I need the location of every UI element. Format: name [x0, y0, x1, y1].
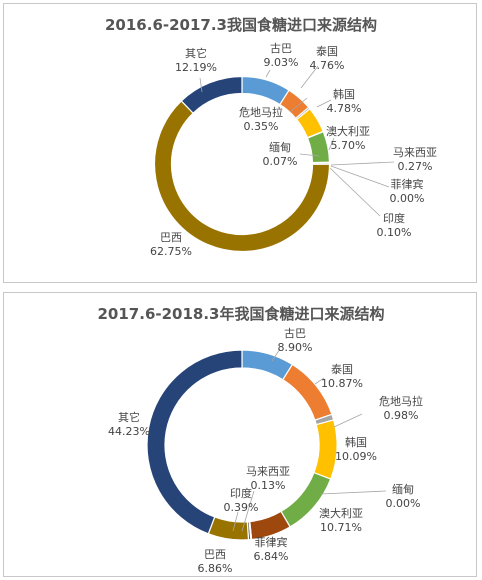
- slice-name-label: 危地马拉: [379, 394, 423, 408]
- donut-slice: [153, 100, 331, 253]
- donut-slices: [153, 75, 331, 253]
- slice-percent-label: 5.70%: [331, 139, 366, 152]
- slice-percent-label: 10.71%: [320, 521, 362, 534]
- leader-line: [241, 490, 255, 532]
- slice-percent-label: 4.78%: [327, 102, 362, 115]
- slice-percent-label: 62.75%: [150, 245, 192, 258]
- slice-percent-label: 0.07%: [263, 155, 298, 168]
- leader-line: [333, 413, 363, 428]
- slice-percent-label: 0.00%: [390, 192, 425, 205]
- slice-name-label: 古巴: [284, 327, 306, 340]
- slice-name-label: 澳大利亚: [326, 124, 370, 138]
- slice-name-label: 马来西亚: [393, 146, 437, 159]
- leader-line: [328, 137, 335, 151]
- donut-slices: [146, 349, 338, 541]
- slice-percent-label: 12.19%: [175, 61, 217, 74]
- slice-percent-label: 10.09%: [335, 450, 377, 463]
- donut-slice: [180, 75, 243, 115]
- slice-name-label: 其它: [118, 410, 140, 424]
- slice-percent-label: 0.39%: [224, 501, 259, 514]
- slice-name-label: 古巴: [270, 42, 292, 55]
- slice-name-label: 缅甸: [269, 140, 291, 154]
- chart-title: 2016.6-2017.3我国食糖进口来源结构: [105, 16, 377, 34]
- slice-percent-label: 0.98%: [384, 409, 419, 422]
- slice-percent-label: 0.35%: [244, 120, 279, 133]
- slice-percent-label: 0.27%: [398, 160, 433, 173]
- donut-chart-2017: 2017.6-2018.3年我国食糖进口来源结构 古巴8.90% 泰国10.87%…: [98, 305, 424, 575]
- slice-name-label: 澳大利亚: [319, 506, 363, 520]
- chart-panel-2017: 2017.6-2018.3年我国食糖进口来源结构 古巴 8.90% 泰国 10.87%…: [3, 292, 477, 577]
- slice-name-label: 马来西亚: [246, 465, 290, 478]
- leader-line: [265, 69, 271, 78]
- donut-slice: [146, 349, 243, 535]
- donut-slice: [282, 363, 333, 421]
- slice-name-label: 印度: [230, 486, 252, 500]
- slice-percent-label: 6.84%: [254, 550, 289, 563]
- slice-name-label: 巴西: [160, 231, 182, 244]
- leader-line: [329, 167, 381, 217]
- slice-percent-label: 6.86%: [198, 562, 233, 575]
- slice-name-label: 巴西: [204, 548, 226, 561]
- leader-line: [271, 348, 281, 362]
- slice-name-label: 其它: [185, 46, 207, 60]
- slice-percent-label: 8.90%: [278, 341, 313, 354]
- leader-line: [289, 97, 308, 113]
- donut-chart-2016: 2016.6-2017.3我国食糖进口来源结构 古巴9.03% 泰国4.76% 危地…: [105, 16, 437, 258]
- leader-line: [320, 490, 387, 495]
- slice-name-label: 泰国: [331, 362, 353, 376]
- slice-percent-label: 44.23%: [108, 425, 150, 438]
- slice-percent-label: 4.76%: [310, 59, 345, 72]
- donut-slice: [241, 349, 294, 381]
- chart-panel-2016: 2016.6-2017.3我国食糖进口来源结构 古巴 9.03% 泰国 4.76% 危地…: [3, 3, 477, 283]
- slice-percent-label: 0.10%: [377, 226, 412, 239]
- slice-name-label: 印度: [383, 211, 405, 225]
- slice-name-label: 菲律宾: [255, 535, 288, 549]
- slice-percent-label: 10.87%: [321, 377, 363, 390]
- slice-name-label: 泰国: [316, 44, 338, 58]
- slice-percent-label: 9.03%: [264, 56, 299, 69]
- slice-percent-label: 0.13%: [251, 479, 286, 492]
- slice-percent-label: 0.00%: [386, 497, 421, 510]
- leader-line: [330, 161, 395, 166]
- slice-name-label: 韩国: [333, 87, 355, 101]
- leader-line: [316, 99, 332, 108]
- leader-line: [300, 65, 319, 89]
- leader-line: [299, 153, 320, 157]
- chart-title: 2017.6-2018.3年我国食糖进口来源结构: [98, 305, 385, 323]
- leader-line: [314, 377, 325, 385]
- slice-name-label: 菲律宾: [391, 177, 424, 191]
- donut-slice: [313, 419, 338, 480]
- slice-name-label: 韩国: [345, 435, 367, 449]
- leader-line: [330, 165, 390, 188]
- leader-line: [199, 77, 203, 93]
- slice-name-label: 缅甸: [392, 482, 414, 496]
- slice-name-label: 危地马拉: [239, 105, 283, 119]
- leader-line: [232, 511, 239, 532]
